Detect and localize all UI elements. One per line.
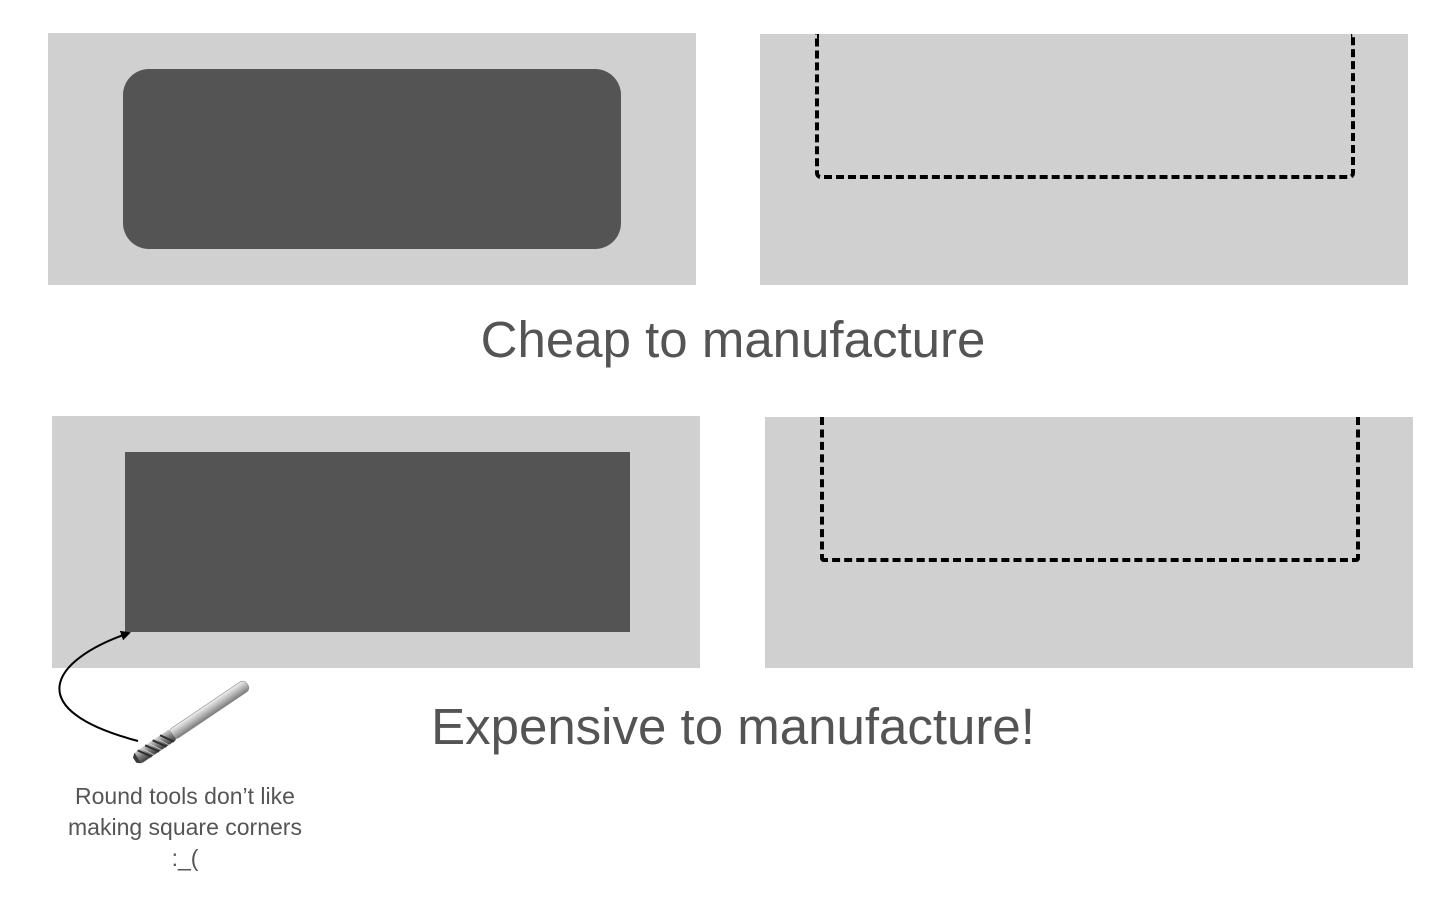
end-mill-icon	[133, 680, 250, 764]
expensive-dashed-outline	[820, 417, 1360, 562]
square-pocket	[125, 452, 630, 632]
tool-note-line-2: making square corners	[68, 814, 302, 840]
cheap-part-panel	[48, 33, 696, 285]
cheap-mating-panel	[760, 34, 1408, 285]
tool-note-line-1: Round tools don’t like	[75, 783, 295, 809]
expensive-caption: Expensive to manufacture!	[431, 698, 1035, 755]
cheap-caption: Cheap to manufacture	[480, 311, 986, 368]
expensive-part-panel	[52, 416, 700, 668]
curved-arrow	[58, 630, 139, 742]
tool-note: Round tools don’t like making square cor…	[35, 781, 335, 874]
cheap-dashed-outline	[815, 34, 1355, 179]
tool-note-line-3: :_(	[171, 845, 199, 871]
expensive-mating-panel	[765, 417, 1413, 668]
rounded-pocket	[123, 69, 621, 249]
